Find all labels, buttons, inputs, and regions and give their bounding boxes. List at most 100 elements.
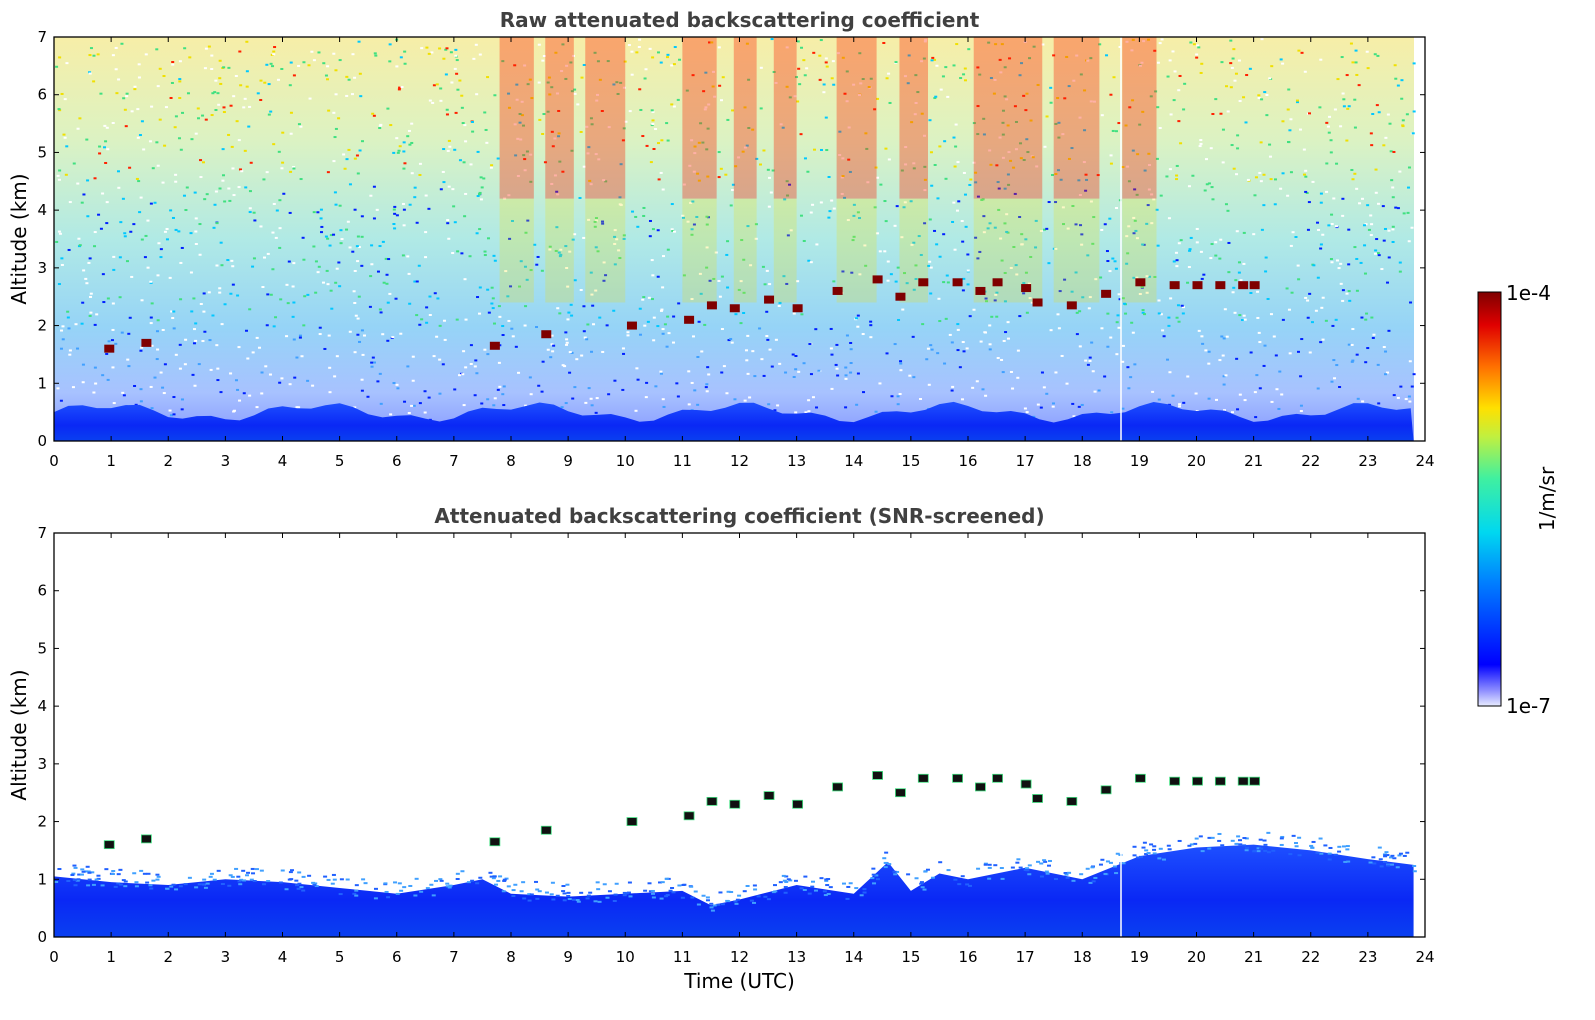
noise-speck xyxy=(172,310,176,313)
noise-speck xyxy=(139,349,143,352)
noise-speck xyxy=(401,254,405,257)
noise-speck xyxy=(1356,397,1360,400)
noise-speck xyxy=(904,163,908,166)
noise-speck xyxy=(836,52,840,55)
noise-speck xyxy=(207,291,211,294)
noise-speck xyxy=(1365,50,1369,53)
noise-speck xyxy=(203,198,207,201)
cloud-mark xyxy=(764,295,775,304)
edge-speck xyxy=(1098,863,1103,866)
noise-speck xyxy=(1004,331,1008,334)
noise-speck xyxy=(1177,89,1181,92)
noise-speck xyxy=(1002,339,1006,342)
noise-speck xyxy=(587,387,591,390)
edge-speck xyxy=(1345,845,1350,848)
edge-speck xyxy=(550,881,555,884)
edge-speck xyxy=(614,882,619,885)
edge-speck xyxy=(914,877,919,880)
noise-speck xyxy=(945,274,949,277)
noise-speck xyxy=(1079,73,1083,76)
noise-speck xyxy=(705,246,709,249)
edge-speck xyxy=(1027,873,1032,876)
noise-speck xyxy=(586,152,590,155)
noise-speck xyxy=(578,196,582,199)
noise-speck xyxy=(784,371,788,374)
noise-speck xyxy=(1063,97,1067,100)
noise-speck xyxy=(696,172,700,175)
noise-speck xyxy=(969,178,973,181)
edge-speck xyxy=(919,881,924,884)
noise-speck xyxy=(1386,281,1390,284)
noise-speck xyxy=(1210,186,1214,189)
noise-speck xyxy=(226,259,230,262)
noise-speck xyxy=(528,78,532,81)
edge-speck xyxy=(565,883,570,886)
noise-speck xyxy=(174,173,178,176)
edge-speck xyxy=(132,872,137,875)
noise-speck xyxy=(594,153,598,156)
noise-speck xyxy=(74,323,78,326)
edge-speck xyxy=(535,897,540,900)
edge-speck xyxy=(566,891,571,894)
noise-speck xyxy=(670,228,674,231)
x-tick-label: 15 xyxy=(901,948,920,966)
noise-speck xyxy=(389,124,393,127)
noise-speck xyxy=(92,391,96,394)
noise-speck xyxy=(215,344,219,347)
noise-speck xyxy=(582,330,586,333)
noise-speck xyxy=(1353,172,1357,175)
noise-speck xyxy=(1242,262,1246,265)
cloud-mark xyxy=(103,840,115,850)
noise-speck xyxy=(461,373,465,376)
noise-speck xyxy=(601,222,605,225)
edge-speck xyxy=(1333,853,1338,856)
edge-speck xyxy=(1309,844,1314,847)
edge-speck xyxy=(783,891,788,894)
x-tick-label: 18 xyxy=(1073,452,1092,470)
noise-speck xyxy=(1135,276,1139,279)
edge-speck xyxy=(299,886,304,889)
edge-speck xyxy=(1141,846,1146,849)
noise-speck xyxy=(818,78,822,81)
noise-speck xyxy=(156,319,160,322)
noise-speck xyxy=(220,323,224,326)
noise-speck xyxy=(1172,99,1176,102)
noise-speck xyxy=(350,93,354,96)
edge-speck xyxy=(165,887,170,890)
noise-speck xyxy=(976,195,980,198)
noise-speck xyxy=(484,128,488,131)
noise-speck xyxy=(306,293,310,296)
noise-speck xyxy=(841,175,845,178)
noise-speck xyxy=(1281,318,1285,321)
noise-speck xyxy=(352,290,356,293)
noise-speck xyxy=(592,323,596,326)
noise-speck xyxy=(1363,244,1367,247)
noise-speck xyxy=(308,97,312,100)
noise-speck xyxy=(1303,70,1307,73)
noise-speck xyxy=(1281,172,1285,175)
noise-speck xyxy=(869,320,873,323)
noise-speck xyxy=(1224,85,1228,88)
cloud-mark xyxy=(1214,776,1226,786)
noise-speck xyxy=(330,307,334,310)
noise-speck xyxy=(705,266,709,269)
noise-speck xyxy=(326,171,330,174)
noise-speck xyxy=(475,232,479,235)
noise-speck xyxy=(260,392,264,395)
noise-speck xyxy=(612,309,616,312)
x-tick-label: 15 xyxy=(901,452,920,470)
noise-speck xyxy=(135,177,139,180)
noise-speck xyxy=(739,322,743,325)
edge-speck xyxy=(1245,846,1250,849)
noise-speck xyxy=(1121,360,1125,363)
edge-speck xyxy=(1144,849,1149,852)
noise-speck xyxy=(1000,43,1004,46)
noise-speck xyxy=(896,266,900,269)
noise-speck xyxy=(469,362,473,365)
noise-speck xyxy=(245,70,249,73)
noise-speck xyxy=(657,51,661,54)
noise-speck xyxy=(766,168,770,171)
noise-speck xyxy=(1364,223,1368,226)
noise-speck xyxy=(1386,371,1390,374)
